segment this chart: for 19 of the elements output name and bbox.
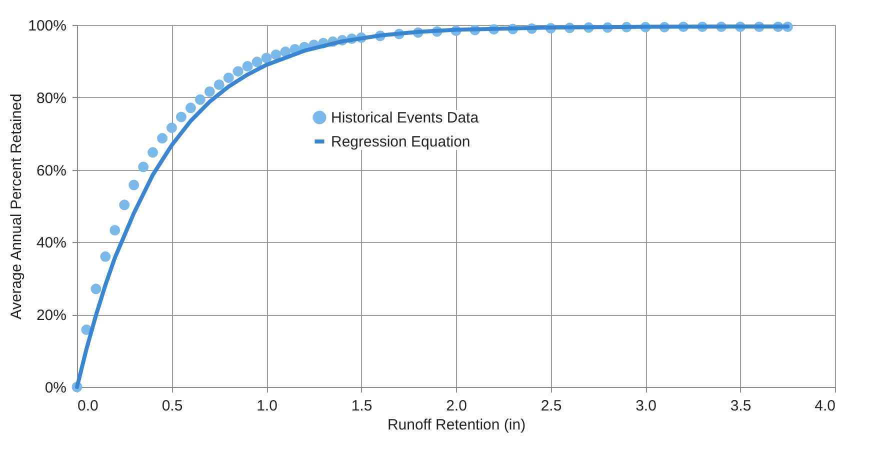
x-tick-label: 3.5: [730, 398, 752, 414]
y-tick-label: 80%: [36, 90, 66, 107]
x-tick-label: 2.5: [540, 398, 562, 414]
x-tick-label: 3.0: [636, 398, 656, 414]
x-tick-label: 4.0: [814, 398, 836, 414]
x-tick-label: 0.5: [162, 398, 183, 414]
x-tick-label: 1.0: [256, 398, 278, 414]
legend-label: Regression Equation: [331, 134, 470, 150]
y-tick-label: 20%: [36, 307, 66, 324]
x-tick-label: 0.0: [78, 398, 98, 414]
y-axis-title: Average Annual Percent Retained: [8, 94, 26, 320]
y-tick-label: 60%: [36, 162, 66, 180]
legend-label: Historical Events Data: [331, 110, 480, 126]
y-tick-label: 40%: [36, 234, 66, 252]
y-tick-label: 100%: [28, 18, 66, 34]
x-axis-title: Runoff Retention (in): [387, 416, 526, 434]
x-tick-label: 2.0: [446, 398, 467, 414]
y-tick-label: 0%: [44, 380, 66, 396]
x-tick-label: 1.5: [351, 398, 372, 414]
